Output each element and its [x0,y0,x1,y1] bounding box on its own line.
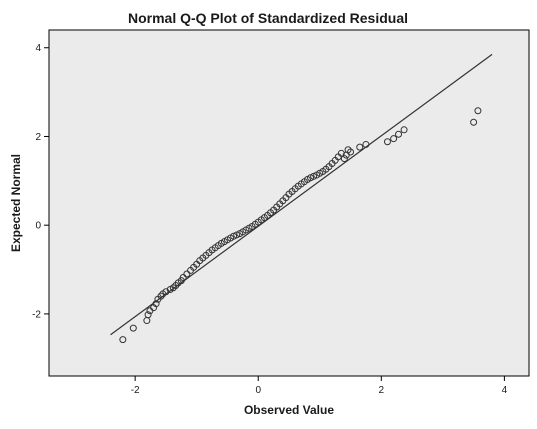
data-point [470,118,478,126]
data-point [157,292,165,300]
data-point [395,130,403,138]
x-tick-label: 0 [255,385,261,396]
data-points [119,107,482,344]
data-point [162,288,170,296]
chart-title: Normal Q-Q Plot of Standardized Residual [128,10,408,26]
data-point [337,149,345,157]
data-point [474,107,482,115]
data-point [383,138,391,146]
y-axis-label: Expected Normal [9,154,23,252]
data-point [340,155,348,163]
data-point [390,135,398,143]
x-axis-label: Observed Value [244,403,334,417]
axis-ticks: -2 0 2 4 -2 0 2 4 [32,43,508,396]
data-point [179,274,187,282]
data-point [144,311,152,319]
y-tick-label: 0 [35,221,41,232]
data-point [119,336,127,344]
data-point [362,140,370,148]
x-tick-label: -2 [131,385,140,396]
data-point [233,231,241,239]
data-point [307,174,315,182]
x-tick-label: 4 [502,385,508,396]
data-point [152,300,160,308]
data-point [356,143,364,151]
data-point [230,232,238,240]
x-tick-label: 2 [379,385,385,396]
data-point [129,324,137,332]
data-point [183,270,191,278]
y-tick-label: 2 [35,132,41,143]
y-tick-label: 4 [35,43,41,54]
data-point [347,148,355,156]
data-point [400,126,408,134]
data-point [310,172,318,180]
y-tick-label: -2 [32,309,41,320]
